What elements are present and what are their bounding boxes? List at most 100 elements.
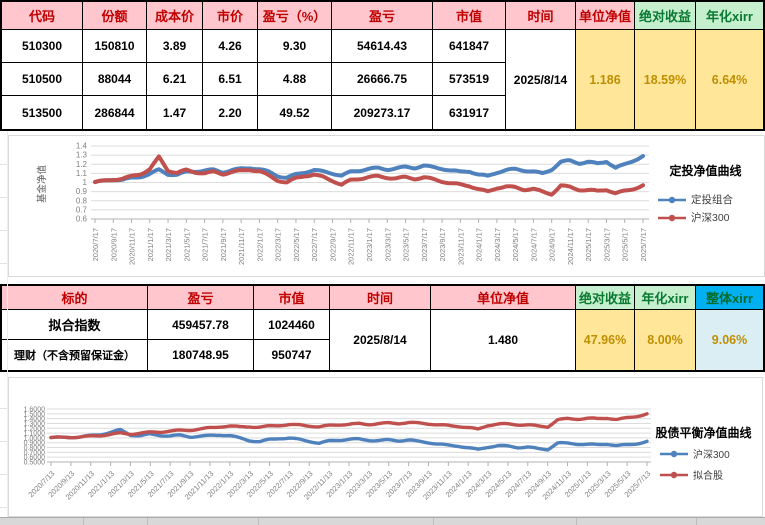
- svg-text:0.8: 0.8: [76, 196, 88, 205]
- t1-header-nav[interactable]: 单位净值: [576, 2, 635, 30]
- line-marker-icon: [659, 449, 689, 459]
- cell-pl-pct[interactable]: 4.88: [258, 63, 332, 96]
- t1-header-shares[interactable]: 份额: [83, 2, 147, 30]
- t2-header-nav[interactable]: 单位净值: [431, 286, 576, 310]
- t1-header-xirr[interactable]: 年化xirr: [696, 2, 763, 30]
- cell-price[interactable]: 4.26: [203, 30, 258, 63]
- cell-mv[interactable]: 631917: [433, 96, 506, 129]
- t1-header-code[interactable]: 代码: [2, 2, 83, 30]
- svg-text:2024/3/17: 2024/3/17: [493, 228, 502, 261]
- cell-mv[interactable]: 950747: [254, 340, 330, 370]
- svg-text:0.5000: 0.5000: [24, 460, 46, 467]
- line-marker-icon: [657, 213, 687, 223]
- t1-header-date[interactable]: 时间: [506, 2, 576, 30]
- cell-pl[interactable]: 209273.17: [332, 96, 433, 129]
- cell-pl[interactable]: 459457.78: [148, 310, 254, 340]
- cell-mv[interactable]: 1024460: [254, 310, 330, 340]
- sheet-gridline: [147, 518, 148, 525]
- cell-mv[interactable]: 641847: [433, 30, 506, 63]
- svg-text:2022/11/17: 2022/11/17: [347, 228, 356, 265]
- chart1-legend-item-2[interactable]: 沪深300: [657, 210, 730, 225]
- cell-shares[interactable]: 150810: [83, 30, 147, 63]
- t1-header-pl-pct[interactable]: 盈亏（%）: [258, 2, 332, 30]
- cell-pl[interactable]: 26666.75: [332, 63, 433, 96]
- svg-text:1.3: 1.3: [76, 151, 88, 160]
- svg-text:2020/7/17: 2020/7/17: [91, 228, 100, 261]
- cell-cost[interactable]: 6.21: [147, 63, 203, 96]
- cell-code[interactable]: 513500: [2, 96, 83, 129]
- cell-shares[interactable]: 286844: [83, 96, 147, 129]
- cell-code[interactable]: 510500: [2, 63, 83, 96]
- cell-code[interactable]: 510300: [2, 30, 83, 63]
- chart2-legend-label-2: 拟合股: [693, 471, 723, 482]
- svg-text:1.1000: 1.1000: [24, 431, 46, 438]
- cell-overall-xirr-merged[interactable]: 9.06%: [696, 310, 763, 370]
- cell-mv[interactable]: 573519: [433, 63, 506, 96]
- svg-text:2023/5/17: 2023/5/17: [402, 228, 411, 261]
- t1-header-abs-return[interactable]: 绝对收益: [635, 2, 696, 30]
- t2-header-target[interactable]: 标的: [2, 286, 148, 310]
- t2-header-xirr[interactable]: 年化xirr: [635, 286, 696, 310]
- cell-date-merged[interactable]: 2025/8/14: [506, 30, 576, 129]
- chart2-legend-item-2[interactable]: 拟合股: [659, 467, 723, 482]
- cell-price[interactable]: 2.20: [203, 96, 258, 129]
- svg-text:2023/9/17: 2023/9/17: [438, 228, 447, 261]
- t1-header-pl[interactable]: 盈亏: [332, 2, 433, 30]
- svg-text:2024/9/17: 2024/9/17: [548, 228, 557, 261]
- sheet-gridline: [0, 507, 7, 508]
- t1-header-cost[interactable]: 成本价: [147, 2, 203, 30]
- cell-xirr-merged[interactable]: 6.64%: [696, 30, 763, 129]
- cell-abs-return-merged[interactable]: 18.59%: [635, 30, 696, 129]
- balance-nav-plot: 1.60001.50001.40001.30001.20001.10001.00…: [24, 407, 653, 502]
- svg-text:2023/11/17: 2023/11/17: [456, 228, 465, 265]
- svg-text:2024/11/17: 2024/11/17: [566, 228, 575, 265]
- cell-price[interactable]: 6.51: [203, 63, 258, 96]
- cell-target-name[interactable]: 拟合指数: [2, 310, 148, 340]
- cell-cost[interactable]: 3.89: [147, 30, 203, 63]
- t2-header-date[interactable]: 时间: [330, 286, 431, 310]
- cell-pl[interactable]: 180748.95: [148, 340, 254, 370]
- sheet-gridline: [0, 263, 7, 264]
- t2-header-mv[interactable]: 市值: [254, 286, 330, 310]
- cell-date-merged[interactable]: 2025/8/14: [330, 310, 431, 370]
- cell-target-name[interactable]: 理财（不含预留保证金）: [2, 340, 148, 370]
- cell-shares[interactable]: 88044: [83, 63, 147, 96]
- sheet-gridline: [0, 164, 7, 165]
- svg-text:1.3000: 1.3000: [24, 421, 46, 428]
- svg-text:1: 1: [83, 178, 88, 187]
- svg-text:1.2000: 1.2000: [24, 426, 46, 433]
- t1-header-mv[interactable]: 市值: [433, 2, 506, 30]
- cell-xirr-merged[interactable]: 8.00%: [635, 310, 696, 370]
- svg-text:2022/7/17: 2022/7/17: [310, 228, 319, 261]
- sheet-gridline: [433, 518, 434, 525]
- cell-unit-nav-merged[interactable]: 1.186: [576, 30, 635, 129]
- t2-header-abs-return[interactable]: 绝对收益: [576, 286, 635, 310]
- svg-text:2021/9/17: 2021/9/17: [219, 228, 228, 261]
- svg-text:2021/7/17: 2021/7/17: [201, 228, 210, 261]
- cell-pl[interactable]: 54614.43: [332, 30, 433, 63]
- cell-abs-return-merged[interactable]: 47.96%: [576, 310, 635, 370]
- t2-header-pl[interactable]: 盈亏: [148, 286, 254, 310]
- svg-text:2021/1/17: 2021/1/17: [146, 228, 155, 261]
- line-marker-icon: [657, 195, 687, 205]
- sheet-gridline: [576, 518, 577, 525]
- chart1-legend-label-2: 沪深300: [691, 212, 730, 224]
- chart2-legend-item-1[interactable]: 沪深300: [659, 446, 730, 461]
- svg-text:2024/5/17: 2024/5/17: [511, 228, 520, 261]
- balance-nav-chart: 1.6000 1.5000 1.4000 1.3000 1.2000 1.1000 1.00…: [8, 377, 763, 517]
- svg-text:2025/3/17: 2025/3/17: [602, 228, 611, 261]
- chart1-legend-item-1[interactable]: 定投组合: [657, 192, 733, 207]
- cell-unit-nav-merged[interactable]: 1.480: [431, 310, 576, 370]
- t1-header-price[interactable]: 市价: [203, 2, 258, 30]
- chart1-title: 定投净值曲线: [669, 164, 742, 178]
- cell-pl-pct[interactable]: 49.52: [258, 96, 332, 129]
- cell-pl-pct[interactable]: 9.30: [258, 30, 332, 63]
- svg-text:1.2: 1.2: [76, 160, 88, 169]
- svg-text:0.7000: 0.7000: [24, 450, 46, 457]
- svg-text:2025/7/17: 2025/7/17: [639, 228, 648, 261]
- t2-header-overall-xirr[interactable]: 整体xirr: [696, 286, 763, 310]
- summary-table: 标的 盈亏 市值 时间 单位净值 绝对收益 年化xirr 整体xirr 拟合指数…: [0, 284, 765, 372]
- cell-cost[interactable]: 1.47: [147, 96, 203, 129]
- svg-text:2020/9/17: 2020/9/17: [109, 228, 118, 261]
